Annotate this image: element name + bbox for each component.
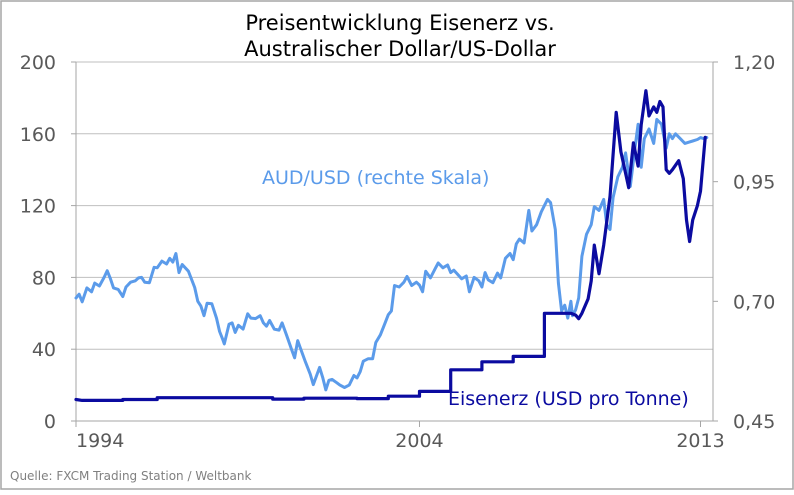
y-right-tick-label: 1,20 (733, 52, 775, 74)
x-tick-label: 2013 (676, 430, 724, 452)
series-line-iron-ore (74, 89, 707, 402)
y-left-tick-label: 120 (20, 196, 56, 218)
source-note: Quelle: FXCM Trading Station / Weltbank (10, 469, 251, 483)
y-left-tick-label: 40 (32, 339, 56, 361)
x-tick-label: 2004 (395, 430, 443, 452)
series-label-iron: Eisenerz (USD pro Tonne) (448, 388, 689, 410)
y-left-tick-label: 200 (20, 52, 56, 74)
chart-title-line2: Australischer Dollar/US-Dollar (244, 37, 556, 61)
y-right-tick-label: 0,70 (733, 291, 775, 313)
y-left-tick-label: 160 (20, 124, 56, 146)
series-layer (74, 89, 709, 402)
series-line-aud-usd (74, 117, 709, 392)
series-label-aud: AUD/USD (rechte Skala) (262, 167, 489, 189)
chart-title-line1: Preisentwicklung Eisenerz vs. (245, 11, 554, 35)
y-right-tick-label: 0,45 (733, 411, 775, 433)
axes: 0 40 80 120 160 200 0,45 0,70 0,95 1,20 1994 2004 20… (20, 52, 776, 452)
y-right-tick-label: 0,95 (733, 172, 775, 194)
y-left-tick-label: 80 (32, 267, 56, 289)
y-left-tick-label: 0 (44, 411, 56, 433)
x-tick-label: 1994 (76, 430, 124, 452)
